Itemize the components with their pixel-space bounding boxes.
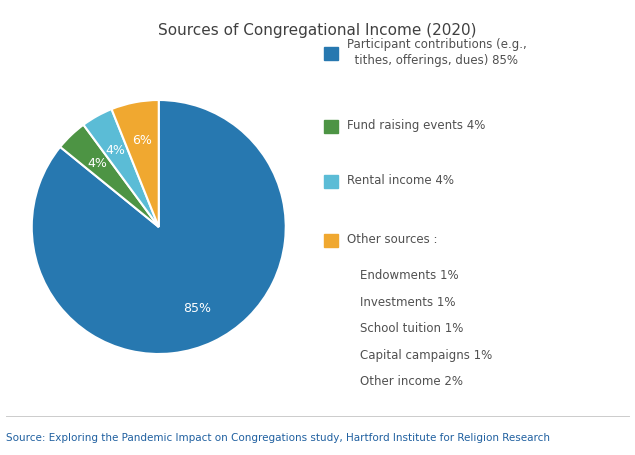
Text: Investments 1%: Investments 1% [360,295,455,308]
Text: Endowments 1%: Endowments 1% [360,269,458,282]
Wedge shape [32,101,286,354]
Text: 6%: 6% [132,134,152,147]
Text: Fund raising events 4%: Fund raising events 4% [347,119,486,131]
Text: Sources of Congregational Income (2020): Sources of Congregational Income (2020) [158,23,477,38]
Wedge shape [83,110,159,228]
Text: Other sources :: Other sources : [347,233,438,245]
Text: 4%: 4% [105,143,126,157]
Text: School tuition 1%: School tuition 1% [360,322,464,334]
Text: Other income 2%: Other income 2% [360,374,463,387]
Text: Rental income 4%: Rental income 4% [347,173,455,186]
Wedge shape [112,101,159,228]
Text: 85%: 85% [183,301,211,314]
Text: Participant contributions (e.g.,
  tithes, offerings, dues) 85%: Participant contributions (e.g., tithes,… [347,38,527,67]
Text: 4%: 4% [88,157,107,170]
Text: Capital campaigns 1%: Capital campaigns 1% [360,348,492,361]
Text: Source: Exploring the Pandemic Impact on Congregations study, Hartford Institute: Source: Exploring the Pandemic Impact on… [6,432,551,442]
Wedge shape [60,126,159,228]
